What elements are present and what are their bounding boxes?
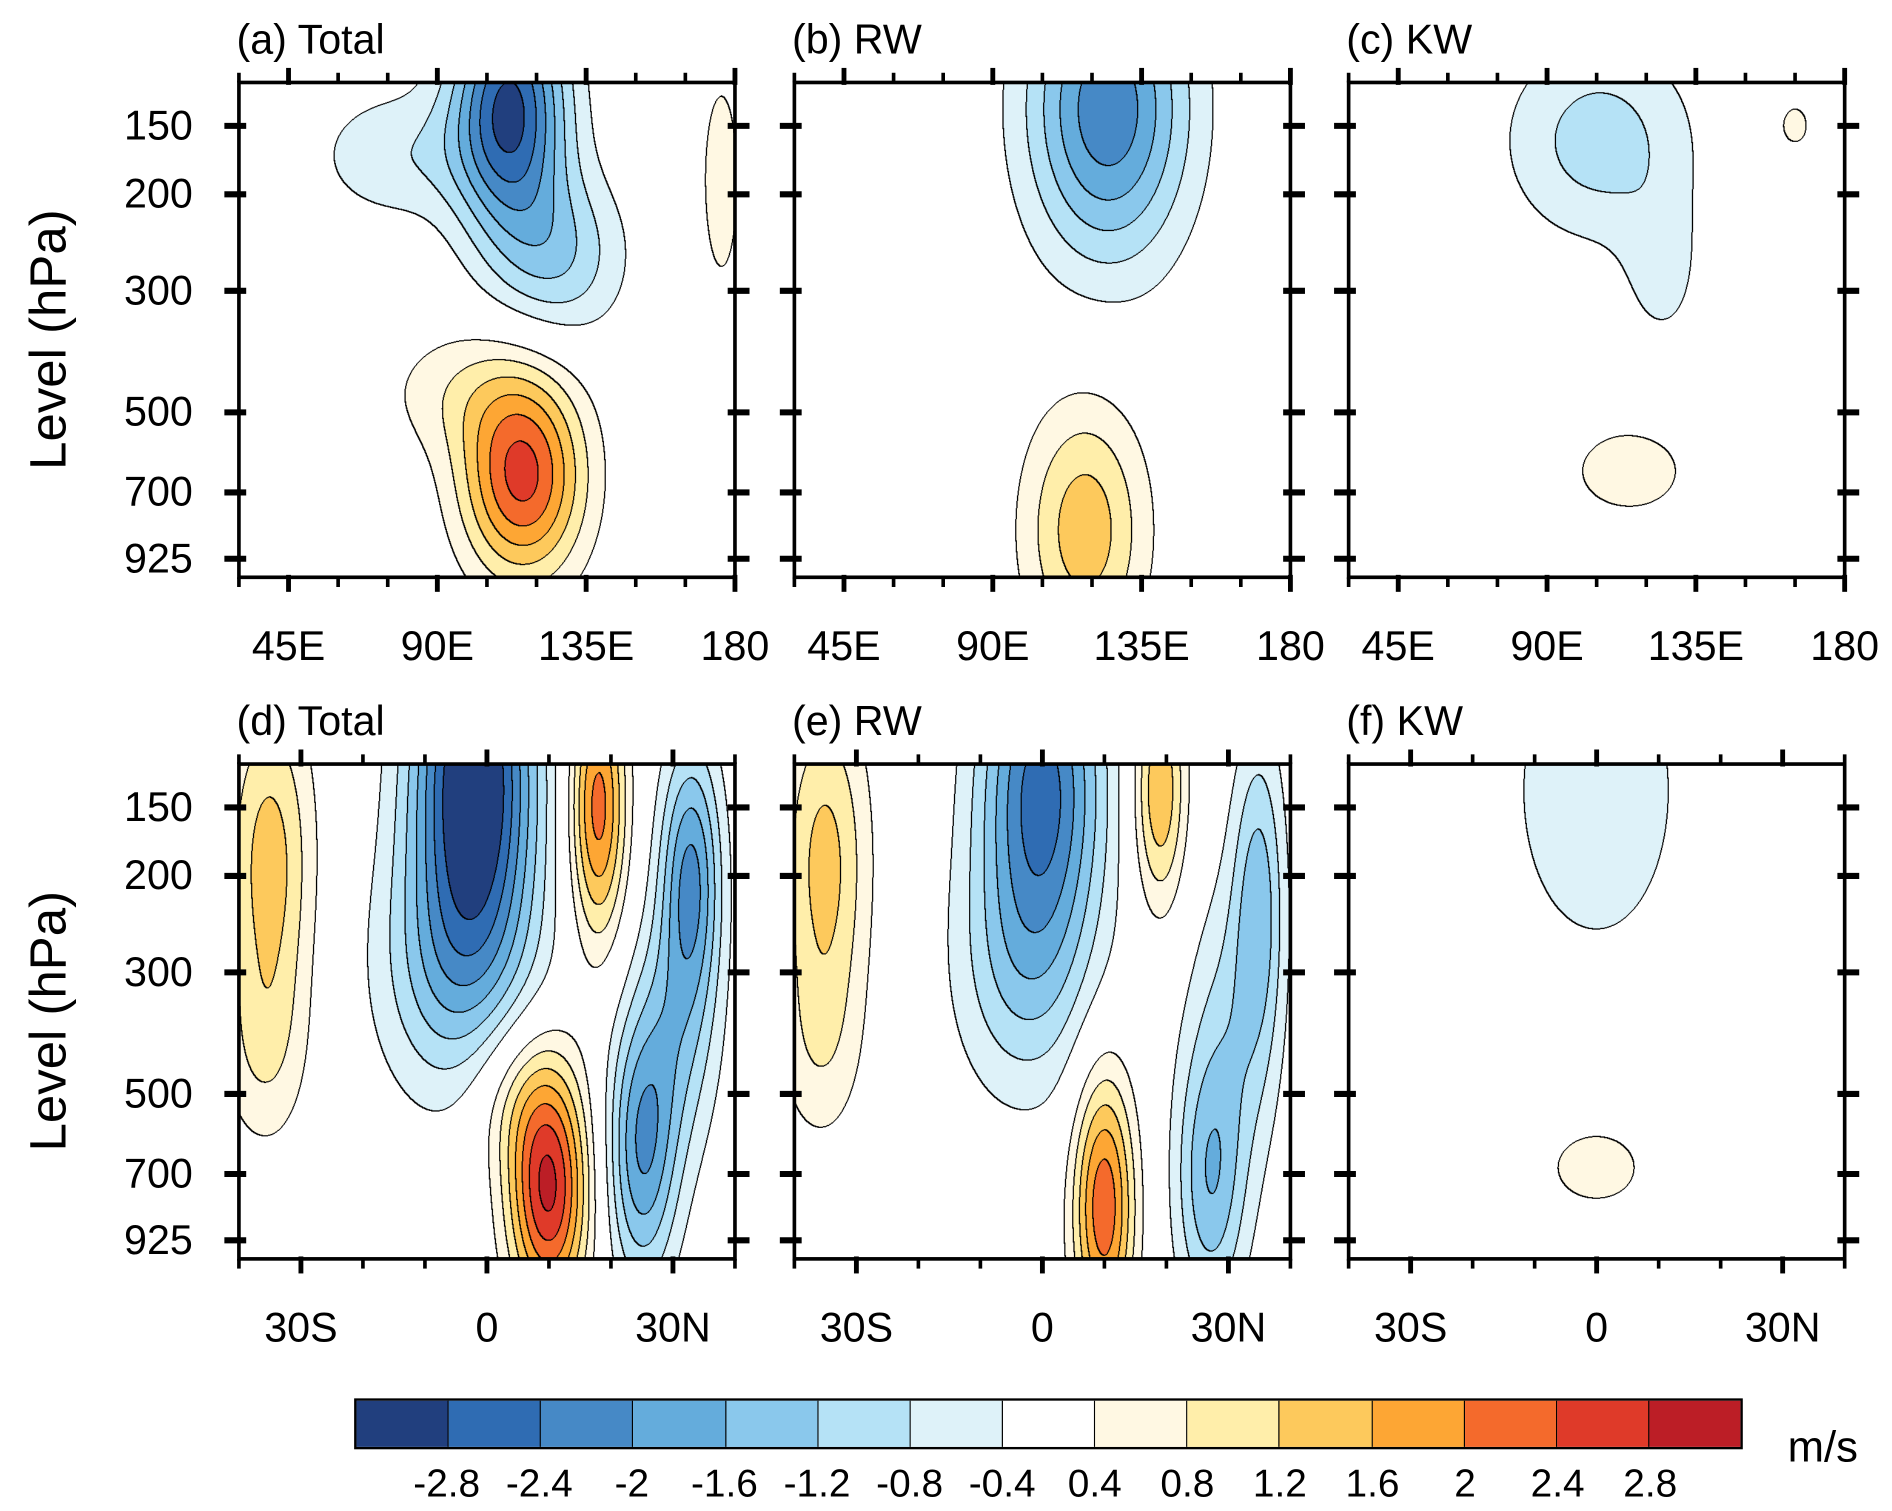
y-tick-label: 150 — [124, 784, 193, 831]
colorbar-label: 0.4 — [1067, 1461, 1122, 1506]
colorbar-swatch — [448, 1400, 542, 1447]
x-tick-label: 180 — [1256, 623, 1325, 670]
x-tick-label: 30S — [264, 1304, 338, 1352]
x-tick-label: 0 — [475, 1304, 499, 1352]
panel-c — [1334, 67, 1860, 592]
panel-title: (e) RW — [791, 698, 922, 745]
colorbar-swatch — [1279, 1400, 1373, 1447]
plot-frame — [1346, 80, 1847, 580]
axes-d — [224, 749, 750, 1274]
plot-frame — [237, 80, 737, 580]
axes-f — [1334, 749, 1860, 1274]
x-tick-label: 45E — [1361, 623, 1435, 670]
x-tick-label: 30N — [1190, 1304, 1267, 1352]
colorbar-label: 1.6 — [1345, 1461, 1400, 1506]
colorbar-swatch — [1187, 1400, 1280, 1447]
colorbar-swatch — [633, 1400, 726, 1447]
colorbar-swatch — [1095, 1400, 1188, 1447]
colorbar-label: 2 — [1454, 1461, 1476, 1506]
x-tick-label: 90E — [956, 623, 1030, 670]
x-tick-label: 90E — [1510, 623, 1584, 670]
colorbar-label: -0.4 — [968, 1461, 1036, 1506]
colorbar-label: -0.8 — [876, 1461, 944, 1506]
axes-e — [779, 749, 1305, 1274]
plot-frame — [792, 80, 1293, 580]
panel-b — [779, 67, 1305, 592]
colorbar-label: -1.2 — [783, 1461, 851, 1506]
colorbar-swatch — [1557, 1400, 1650, 1447]
panel-title: (c) KW — [1346, 16, 1473, 64]
colorbar-label: 0.8 — [1160, 1461, 1215, 1506]
x-tick-label: 180 — [700, 623, 770, 670]
colorbar-label: -2.8 — [413, 1461, 481, 1506]
y-axis-label: Level (hPa) — [19, 890, 77, 1152]
y-tick-label: 150 — [124, 102, 193, 149]
y-tick-label: 200 — [124, 852, 193, 899]
panel-title: (f) KW — [1346, 698, 1464, 745]
plot-frame — [1346, 762, 1847, 1261]
x-tick-label: 135E — [1647, 623, 1745, 670]
colorbar-swatch — [1002, 1400, 1096, 1447]
y-tick-label: 200 — [124, 171, 193, 218]
panel-e — [779, 749, 1305, 1274]
contour-field-f — [1348, 764, 1845, 1259]
y-tick-label: 700 — [124, 1150, 193, 1198]
contour-field-d — [238, 764, 735, 1259]
panel-title: (d) Total — [236, 698, 385, 745]
colorbar-label: -1.6 — [691, 1461, 758, 1506]
colorbar-swatch — [356, 1400, 449, 1447]
colorbar — [354, 1398, 1743, 1450]
colorbar-swatch — [818, 1400, 911, 1447]
axes-a — [224, 67, 750, 592]
x-tick-label: 135E — [1093, 623, 1190, 670]
colorbar-label: 2.4 — [1530, 1461, 1585, 1506]
x-tick-label: 180 — [1810, 623, 1880, 670]
colorbar-swatch — [910, 1400, 1003, 1447]
y-axis-label: Level (hPa) — [19, 209, 77, 470]
x-tick-label: 45E — [251, 623, 326, 670]
x-tick-label: 30S — [819, 1304, 894, 1352]
colorbar-swatch — [1464, 1400, 1558, 1447]
x-tick-label: 30N — [1744, 1304, 1821, 1352]
y-tick-label: 500 — [124, 389, 193, 436]
colorbar-swatch — [1372, 1400, 1465, 1447]
colorbar-swatch — [725, 1400, 819, 1447]
colorbar-label: -2 — [614, 1461, 650, 1506]
contour-field-c — [1348, 82, 1845, 578]
contour-field-a — [238, 82, 735, 578]
y-tick-label: 925 — [124, 1217, 193, 1264]
y-tick-label: 700 — [124, 469, 193, 516]
panel-title: (b) RW — [791, 16, 922, 64]
x-tick-label: 90E — [400, 623, 475, 670]
panel-f — [1334, 749, 1860, 1274]
colorbar-units: m/s — [1787, 1421, 1859, 1472]
plot-frame — [237, 762, 737, 1261]
contour-field-b — [794, 82, 1291, 578]
y-tick-label: 300 — [124, 949, 193, 996]
colorbar-swatch — [541, 1400, 634, 1447]
panel-d — [224, 749, 750, 1274]
colorbar-swatch — [1649, 1400, 1741, 1447]
x-tick-label: 0 — [1030, 1304, 1054, 1352]
colorbar-label: 2.8 — [1623, 1461, 1678, 1506]
colorbar-label: 1.2 — [1252, 1461, 1307, 1506]
y-tick-label: 925 — [124, 535, 193, 582]
contour-field-e — [794, 764, 1291, 1259]
plot-frame — [792, 762, 1293, 1261]
x-tick-label: 30S — [1373, 1304, 1448, 1352]
panel-title: (a) Total — [236, 16, 385, 64]
y-tick-label: 300 — [124, 267, 193, 314]
axes-c — [1334, 67, 1860, 592]
panel-a — [224, 67, 750, 592]
x-tick-label: 45E — [807, 623, 881, 670]
colorbar-label: -2.4 — [505, 1461, 573, 1506]
axes-b — [779, 67, 1305, 592]
x-tick-label: 135E — [537, 623, 635, 670]
y-tick-label: 500 — [124, 1070, 193, 1117]
x-tick-label: 0 — [1585, 1304, 1609, 1352]
x-tick-label: 30N — [635, 1304, 711, 1352]
